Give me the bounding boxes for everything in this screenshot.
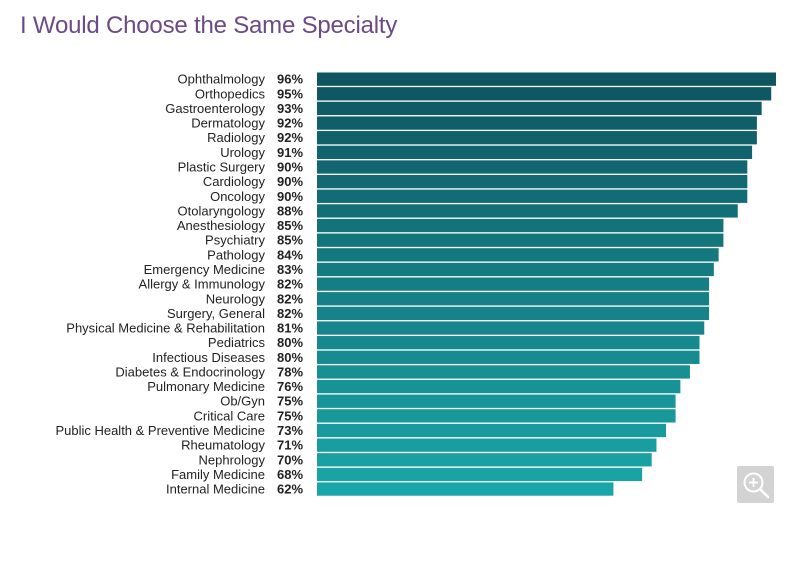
zoom-button[interactable]	[737, 466, 774, 503]
bar	[317, 87, 772, 101]
category-label: Ophthalmology	[178, 72, 266, 87]
bar	[317, 233, 724, 247]
bar	[317, 379, 681, 394]
category-label: Emergency Medicine	[144, 262, 265, 277]
category-label: Family Medicine	[171, 467, 265, 482]
bar	[317, 482, 614, 496]
value-label: 75%	[277, 394, 303, 409]
bars-group	[317, 72, 776, 496]
value-label: 85%	[277, 233, 303, 248]
bar	[317, 189, 748, 203]
bar	[317, 174, 748, 189]
value-label: 78%	[277, 364, 303, 379]
bar	[317, 409, 676, 423]
category-label: Psychiatry	[205, 233, 265, 248]
category-label: Critical Care	[193, 408, 265, 423]
value-labels-group: 96%95%93%92%92%91%90%90%90%88%85%85%84%8…	[277, 72, 303, 497]
category-label: Oncology	[210, 189, 265, 204]
value-label: 82%	[277, 306, 303, 321]
category-label: Allergy & Immunology	[139, 277, 266, 292]
category-label: Cardiology	[203, 174, 266, 189]
value-label: 73%	[277, 423, 303, 438]
category-labels-group: OphthalmologyOrthopedicsGastroenterology…	[55, 72, 265, 497]
bar	[317, 394, 676, 408]
zoom-in-icon	[743, 472, 769, 498]
bar	[317, 262, 714, 277]
chart-title: I Would Choose the Same Specialty	[20, 12, 398, 39]
value-label: 91%	[277, 145, 303, 160]
category-label: Radiology	[207, 130, 265, 145]
category-label: Urology	[220, 145, 265, 160]
bar	[317, 218, 724, 233]
category-label: Neurology	[206, 291, 266, 306]
category-label: Diabetes & Endocrinology	[115, 364, 265, 379]
category-label: Pediatrics	[208, 335, 266, 350]
value-label: 92%	[277, 116, 303, 131]
bar	[317, 438, 657, 452]
category-label: Rheumatology	[181, 438, 265, 453]
category-label: Gastroenterology	[165, 101, 265, 116]
bar	[317, 131, 757, 145]
value-label: 95%	[277, 86, 303, 101]
bar	[317, 365, 690, 379]
bar	[317, 277, 710, 291]
value-label: 80%	[277, 350, 303, 365]
category-label: Physical Medicine & Rehabilitation	[66, 321, 265, 336]
bar	[317, 423, 667, 438]
value-label: 85%	[277, 218, 303, 233]
category-label: Pulmonary Medicine	[147, 379, 265, 394]
bar	[317, 453, 652, 467]
value-label: 90%	[277, 159, 303, 174]
bar	[317, 116, 757, 130]
value-label: 90%	[277, 189, 303, 204]
category-label: Infectious Diseases	[152, 350, 265, 365]
bar	[317, 72, 776, 86]
value-label: 96%	[277, 72, 303, 87]
value-label: 82%	[277, 277, 303, 292]
category-label: Otolaryngology	[178, 203, 266, 218]
bar	[317, 292, 710, 306]
value-label: 62%	[277, 482, 303, 497]
category-label: Plastic Surgery	[178, 159, 266, 174]
value-label: 68%	[277, 467, 303, 482]
category-label: Nephrology	[199, 452, 266, 467]
value-label: 70%	[277, 452, 303, 467]
bar	[317, 321, 705, 335]
category-label: Public Health & Preventive Medicine	[55, 423, 265, 438]
bar	[317, 204, 738, 218]
category-label: Orthopedics	[195, 86, 266, 101]
value-label: 71%	[277, 438, 303, 453]
value-label: 75%	[277, 408, 303, 423]
value-label: 83%	[277, 262, 303, 277]
value-label: 90%	[277, 174, 303, 189]
category-label: Anesthesiology	[177, 218, 266, 233]
value-label: 88%	[277, 203, 303, 218]
category-label: Internal Medicine	[166, 482, 265, 497]
category-label: Surgery, General	[167, 306, 265, 321]
value-label: 92%	[277, 130, 303, 145]
value-label: 81%	[277, 321, 303, 336]
value-label: 76%	[277, 379, 303, 394]
bar	[317, 248, 719, 262]
category-label: Dermatology	[191, 116, 265, 131]
category-label: Ob/Gyn	[220, 394, 265, 409]
bar	[317, 306, 710, 321]
value-label: 84%	[277, 247, 303, 262]
bar	[317, 160, 748, 174]
value-label: 93%	[277, 101, 303, 116]
bar	[317, 145, 753, 159]
bar	[317, 101, 762, 116]
bar	[317, 467, 643, 482]
value-label: 82%	[277, 291, 303, 306]
category-label: Pathology	[207, 247, 265, 262]
value-label: 80%	[277, 335, 303, 350]
bar	[317, 350, 700, 364]
bar	[317, 336, 700, 350]
